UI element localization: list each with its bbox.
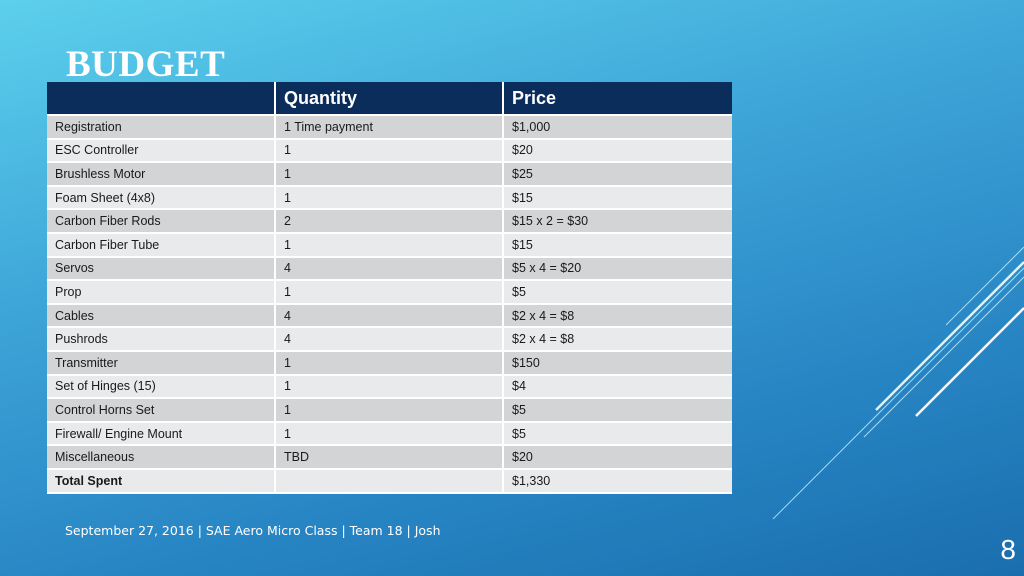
cell-price: $25 [503, 162, 732, 187]
cell-item: Cables [47, 303, 276, 329]
table-row: Brushless Motor 1 $25 [47, 162, 732, 187]
cell-quantity: 4 [275, 256, 504, 282]
cell-price: $4 [503, 374, 732, 400]
cell-quantity: 1 [275, 185, 504, 211]
cell-item: Carbon Fiber Tube [47, 232, 276, 258]
cell-item: Foam Sheet (4x8) [47, 185, 276, 211]
cell-quantity: 4 [275, 327, 504, 352]
cell-item: Transmitter [47, 350, 276, 376]
table-row-total: Total Spent $1,330 [47, 468, 732, 494]
cell-price: $150 [503, 350, 732, 376]
table-row: Firewall/ Engine Mount 1 $5 [47, 421, 732, 447]
cell-item: Firewall/ Engine Mount [47, 421, 276, 447]
cell-price: $15 x 2 = $30 [503, 209, 732, 234]
cell-price: $2 x 4 = $8 [503, 303, 732, 329]
cell-item: Prop [47, 280, 276, 305]
cell-quantity: 1 [275, 280, 504, 305]
cell-item: Carbon Fiber Rods [47, 209, 276, 234]
cell-quantity: 4 [275, 303, 504, 329]
table-row: Carbon Fiber Rods 2 $15 x 2 = $30 [47, 209, 732, 234]
cell-price: $5 x 4 = $20 [503, 256, 732, 282]
slide-title: BUDGET [66, 44, 226, 85]
table-header-row: Quantity Price [47, 82, 732, 116]
table-row: Transmitter 1 $150 [47, 350, 732, 376]
cell-item: Servos [47, 256, 276, 282]
table-row: Pushrods 4 $2 x 4 = $8 [47, 327, 732, 352]
table-row: Prop 1 $5 [47, 280, 732, 305]
header-item [47, 82, 276, 116]
table-row: Set of Hinges (15) 1 $4 [47, 374, 732, 400]
budget-table: Quantity Price Registration 1 Time payme… [47, 82, 732, 494]
table-row: Registration 1 Time payment $1,000 [47, 115, 732, 140]
cell-price: $5 [503, 398, 732, 423]
cell-quantity: 2 [275, 209, 504, 234]
table-row: Carbon Fiber Tube 1 $15 [47, 232, 732, 258]
cell-item: Set of Hinges (15) [47, 374, 276, 400]
cell-price: $15 [503, 232, 732, 258]
cell-total-price: $1,330 [503, 468, 732, 494]
cell-price: $5 [503, 280, 732, 305]
cell-price: $2 x 4 = $8 [503, 327, 732, 352]
cell-quantity: 1 [275, 162, 504, 187]
cell-quantity: 1 [275, 421, 504, 447]
cell-price: $1,000 [503, 115, 732, 140]
table-row: Control Horns Set 1 $5 [47, 398, 732, 423]
cell-quantity: 1 Time payment [275, 115, 504, 140]
cell-price: $5 [503, 421, 732, 447]
cell-price: $15 [503, 185, 732, 211]
cell-item: Pushrods [47, 327, 276, 352]
cell-item: Control Horns Set [47, 398, 276, 423]
header-quantity: Quantity [275, 82, 504, 116]
table-row: Cables 4 $2 x 4 = $8 [47, 303, 732, 329]
cell-price: $20 [503, 445, 732, 470]
cell-quantity: 1 [275, 350, 504, 376]
cell-quantity: 1 [275, 374, 504, 400]
cell-quantity: 1 [275, 232, 504, 258]
cell-total-quantity [275, 468, 504, 494]
table-row: ESC Controller 1 $20 [47, 138, 732, 164]
cell-item: Miscellaneous [47, 445, 276, 470]
cell-quantity: 1 [275, 138, 504, 164]
budget-table-container: Quantity Price Registration 1 Time payme… [47, 82, 732, 494]
table-row: Foam Sheet (4x8) 1 $15 [47, 185, 732, 211]
cell-price: $20 [503, 138, 732, 164]
table-row: Miscellaneous TBD $20 [47, 445, 732, 470]
table-row: Servos 4 $5 x 4 = $20 [47, 256, 732, 282]
cell-quantity: 1 [275, 398, 504, 423]
cell-item: ESC Controller [47, 138, 276, 164]
page-number: 8 [1000, 534, 1016, 565]
cell-total-label: Total Spent [47, 468, 276, 494]
cell-item: Registration [47, 115, 276, 140]
cell-quantity: TBD [275, 445, 504, 470]
cell-item: Brushless Motor [47, 162, 276, 187]
header-price: Price [503, 82, 732, 116]
slide-footer: September 27, 2016 | SAE Aero Micro Clas… [65, 523, 441, 538]
